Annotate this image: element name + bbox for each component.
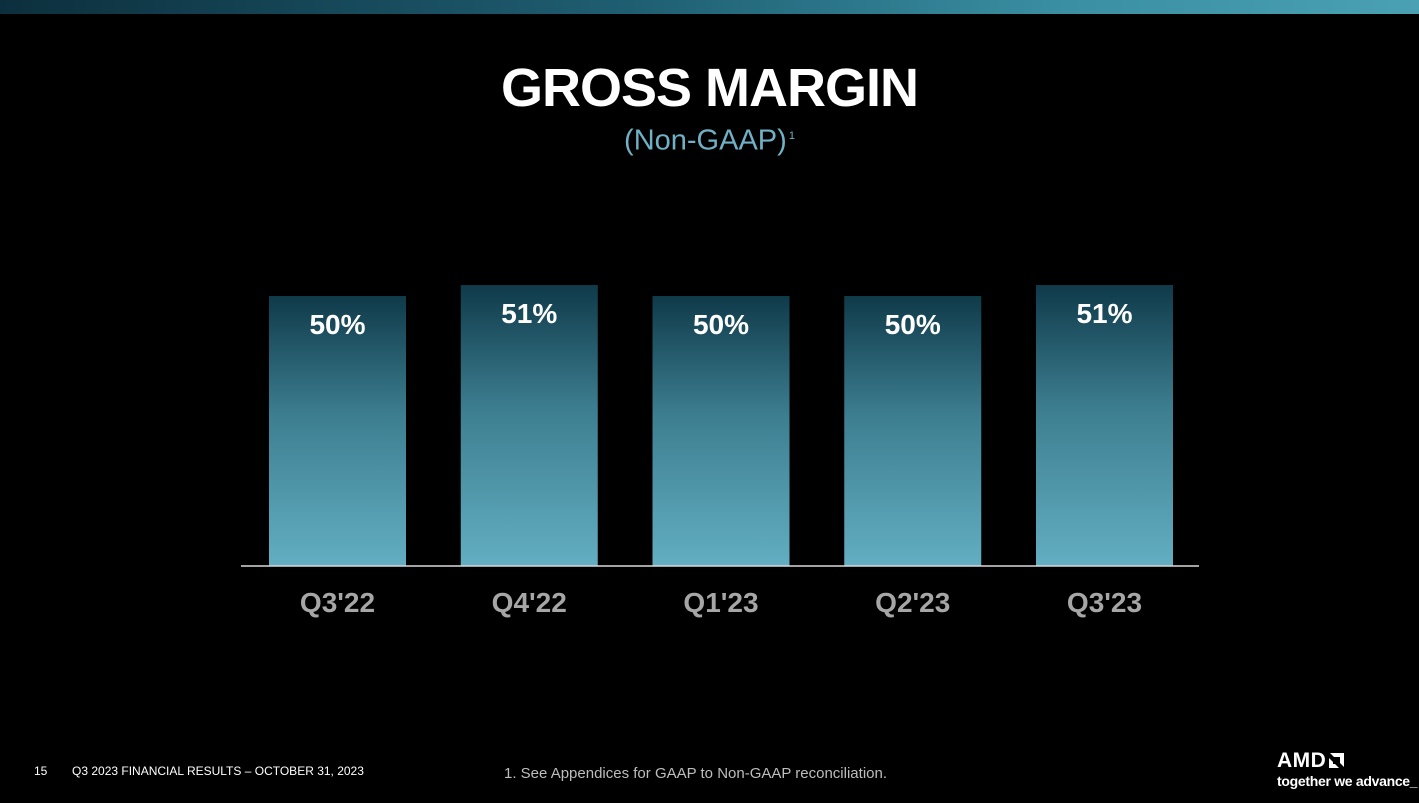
tagline: together we advance_ bbox=[1277, 773, 1418, 789]
bar-value-label-1: 51% bbox=[501, 298, 557, 329]
category-label-0: Q3'22 bbox=[300, 587, 375, 618]
slide-title: GROSS MARGIN bbox=[500, 58, 919, 118]
logo-text: AMD bbox=[1277, 749, 1327, 772]
footnote: 1. See Appendices for GAAP to Non-GAAP r… bbox=[504, 765, 887, 782]
bar-4 bbox=[1036, 285, 1173, 566]
amd-wordmark: AMD bbox=[1277, 750, 1417, 772]
bar-value-label-2: 50% bbox=[693, 309, 749, 340]
footer-text: Q3 2023 FINANCIAL RESULTS – OCTOBER 31, … bbox=[72, 764, 364, 778]
amd-arrow-icon bbox=[1329, 753, 1345, 768]
category-label-3: Q2'23 bbox=[875, 587, 950, 618]
bar-value-label-4: 51% bbox=[1076, 298, 1132, 329]
category-label-1: Q4'22 bbox=[492, 587, 567, 618]
bar-0 bbox=[269, 296, 406, 566]
page-number: 15 bbox=[34, 764, 48, 778]
footnote-mark: 1 bbox=[788, 130, 795, 142]
slide-subtitle: (Non-GAAP) 1 bbox=[0, 118, 1419, 159]
subtitle-text: (Non-GAAP) bbox=[624, 124, 787, 157]
bar-value-label-0: 50% bbox=[309, 309, 365, 340]
bar-2 bbox=[652, 296, 790, 566]
category-label-2: Q1'23 bbox=[683, 587, 758, 618]
bar-3 bbox=[844, 296, 982, 566]
top-accent-bar bbox=[0, 0, 1419, 14]
category-label-4: Q3'23 bbox=[1067, 587, 1142, 618]
bar-value-label-3: 50% bbox=[885, 309, 941, 340]
amd-logo: AMD together we advance_ bbox=[1277, 750, 1418, 790]
bar-1 bbox=[460, 285, 598, 566]
